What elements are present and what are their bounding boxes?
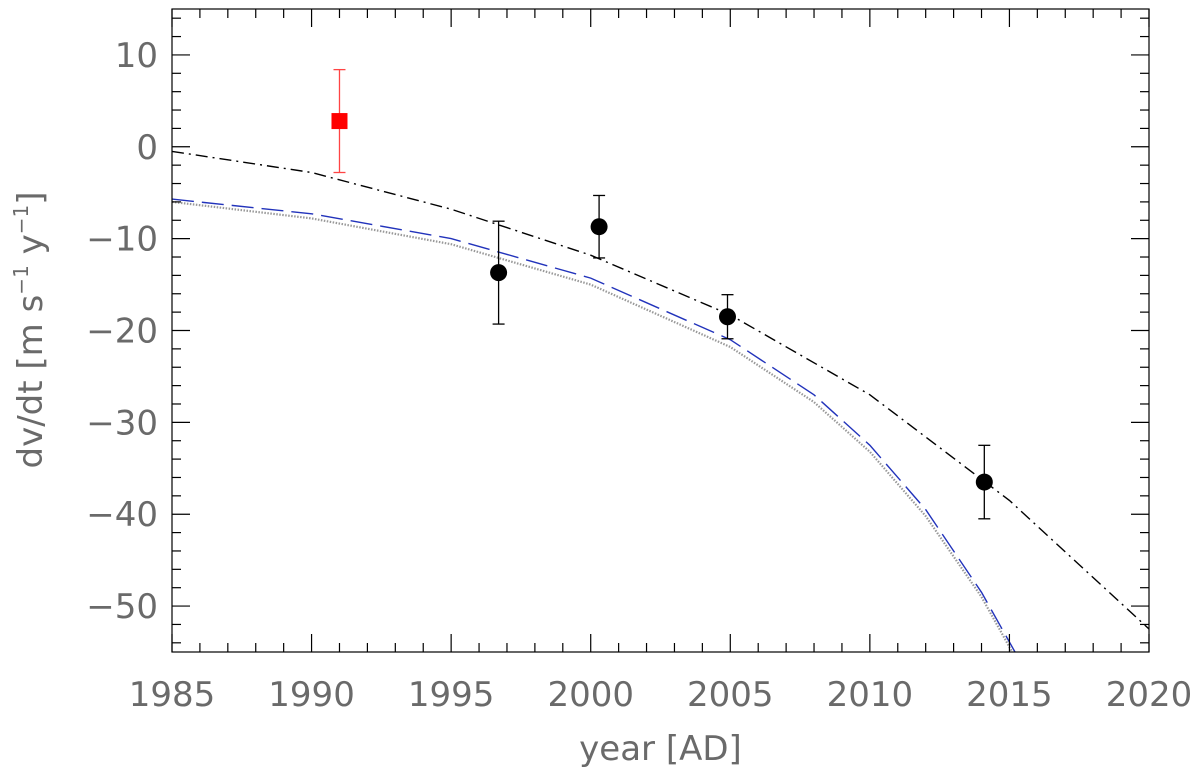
error-bars — [333, 68, 991, 520]
x-tick-label: 2020 — [1106, 675, 1193, 715]
curve-dashed — [172, 198, 1016, 652]
x-axis-title: year [AD] — [579, 729, 742, 769]
y-tick-label: −20 — [86, 312, 158, 352]
y-axis-title-prefix: dv/dt [m s — [11, 295, 51, 469]
y-tick-labels: 10 0 −10 −20 −30 −40 −50 — [86, 36, 158, 627]
x-tick-labels: 1985 1990 1995 2000 2005 2010 2015 2020 — [129, 675, 1193, 715]
y-tick-label: −10 — [86, 220, 158, 260]
plot-frame — [171, 8, 1150, 653]
x-tick-label: 2000 — [547, 675, 634, 715]
y-axis-title-sup1: −1 — [9, 265, 33, 294]
curve-dotted — [172, 200, 1014, 652]
data-markers — [331, 113, 993, 491]
axis-ticks — [171, 9, 1150, 652]
y-tick-label: −30 — [86, 403, 158, 443]
y-tick-label: −50 — [86, 587, 158, 627]
data-point — [975, 473, 993, 491]
data-point — [718, 308, 736, 326]
y-tick-label: 10 — [115, 36, 158, 76]
x-tick-label: 2015 — [966, 675, 1053, 715]
x-tick-label: 1990 — [268, 675, 355, 715]
data-point — [490, 264, 508, 282]
y-tick-label: 0 — [136, 128, 158, 168]
y-axis-title-middle: y — [11, 234, 51, 265]
y-tick-label: −40 — [86, 495, 158, 535]
y-axis-title-suffix: ] — [11, 192, 51, 205]
y-axis-title-sup2: −1 — [9, 205, 33, 234]
x-tick-label: 2005 — [687, 675, 774, 715]
model-curves — [172, 150, 1149, 652]
curve-dashdot — [172, 150, 1149, 630]
y-axis-title: dv/dt [m s−1 y−1] — [9, 192, 51, 469]
x-tick-label: 1995 — [408, 675, 495, 715]
data-point — [590, 218, 608, 236]
x-tick-label: 2010 — [827, 675, 914, 715]
x-tick-label: 1985 — [129, 675, 216, 715]
data-point-square — [331, 113, 348, 130]
